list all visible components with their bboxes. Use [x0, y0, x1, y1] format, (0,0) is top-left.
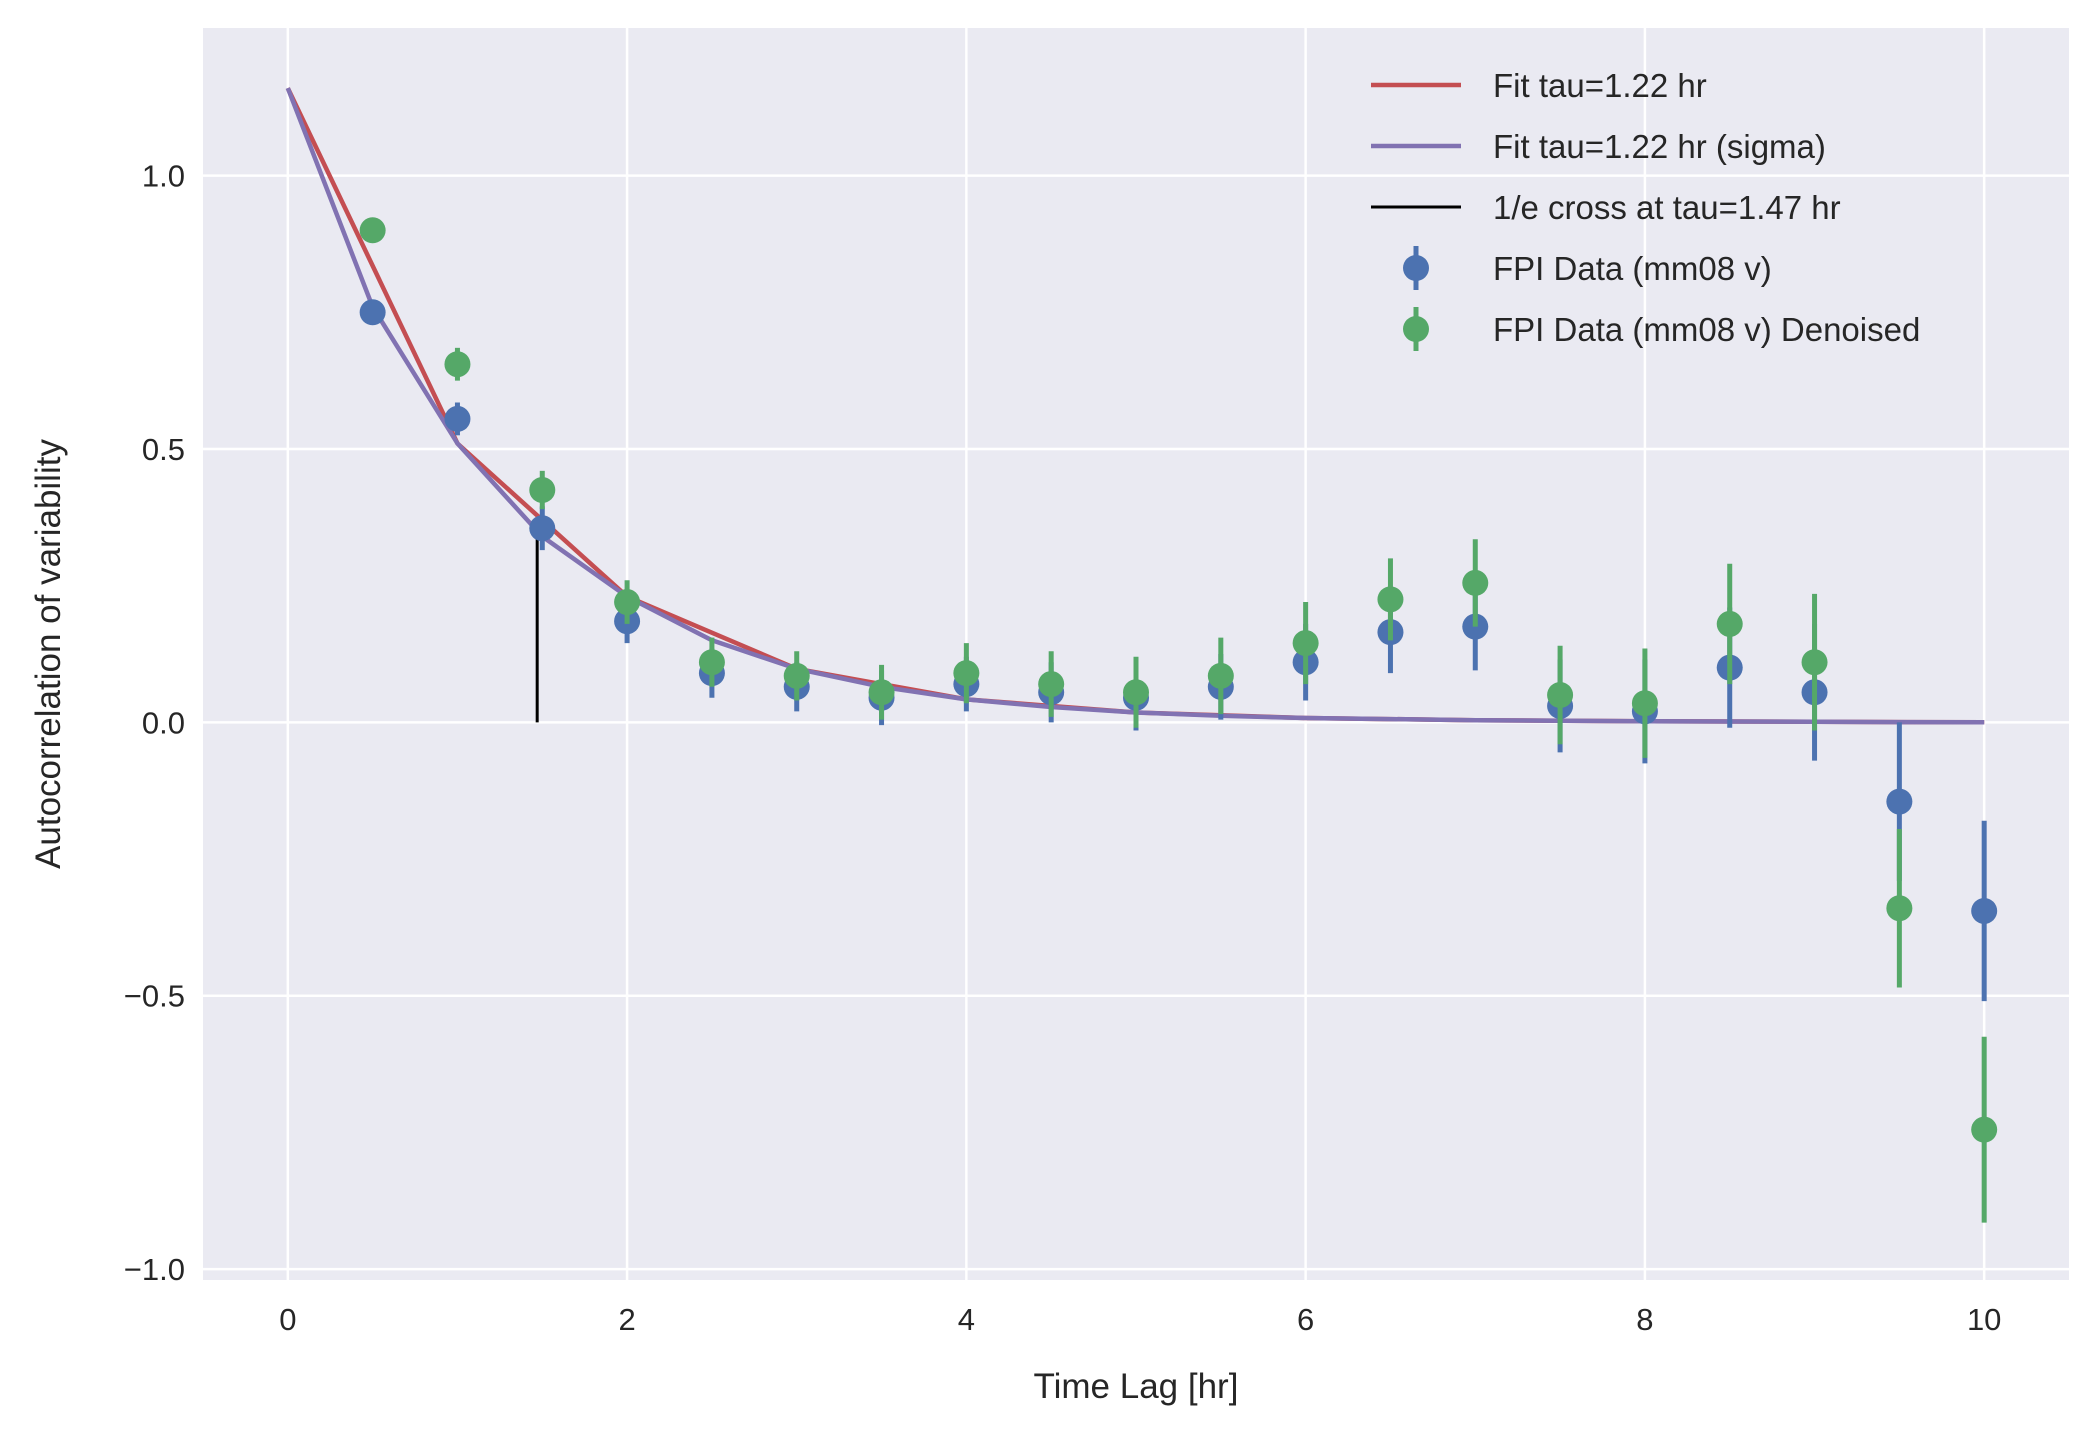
- x-tick-label: 4: [958, 1302, 975, 1337]
- denoised-point: [1971, 1116, 1998, 1143]
- data-point: [1971, 897, 1998, 924]
- y-tick-label: −1.0: [124, 1252, 185, 1287]
- y-tick-labels: 1.0 0.5 0.0 −0.5 −1.0: [124, 159, 185, 1287]
- denoised-point: [953, 660, 980, 687]
- denoised-point: [529, 476, 556, 503]
- x-tick-labels: 0 2 4 6 8 10: [279, 1302, 2001, 1337]
- x-tick-label: 2: [618, 1302, 635, 1337]
- legend-label-cross: 1/e cross at tau=1.47 hr: [1493, 189, 1841, 226]
- denoised-point: [1207, 662, 1234, 689]
- data-point: [1886, 788, 1913, 815]
- denoised-point: [1886, 895, 1913, 922]
- denoised-point: [1292, 630, 1319, 657]
- x-axis-label: Time Lag [hr]: [1034, 1367, 1239, 1406]
- data-point: [359, 299, 386, 326]
- denoised-point: [698, 649, 725, 676]
- plot-background: [203, 28, 2069, 1280]
- denoised-point: [1801, 649, 1828, 676]
- data-point: [444, 405, 471, 432]
- denoised-point: [1038, 671, 1065, 698]
- legend-label-data: FPI Data (mm08 v): [1493, 250, 1772, 287]
- denoised-point: [1462, 569, 1489, 596]
- denoised-point: [783, 662, 810, 689]
- legend-swatch-denoised: [1403, 307, 1429, 351]
- x-tick-label: 8: [1636, 1302, 1653, 1337]
- denoised-point: [614, 589, 641, 616]
- legend: Fit tau=1.22 hr Fit tau=1.22 hr (sigma) …: [1371, 67, 1920, 351]
- denoised-point: [1547, 682, 1574, 709]
- legend-label-denoised: FPI Data (mm08 v) Denoised: [1493, 311, 1920, 348]
- plot-area: [285, 87, 1998, 1223]
- denoised-point: [868, 679, 895, 706]
- data-point: [529, 515, 556, 542]
- y-tick-label: 1.0: [142, 159, 185, 194]
- denoised-point: [1377, 586, 1404, 613]
- legend-swatch-data: [1403, 246, 1429, 290]
- denoised-point: [1716, 610, 1743, 637]
- denoised-point: [1123, 679, 1149, 706]
- denoised-point: [359, 217, 386, 244]
- legend-label-fit: Fit tau=1.22 hr: [1493, 67, 1707, 104]
- x-tick-label: 6: [1297, 1302, 1314, 1337]
- legend-label-fit-sigma: Fit tau=1.22 hr (sigma): [1493, 128, 1826, 165]
- denoised-point: [1631, 690, 1658, 717]
- y-axis-label: Autocorrelation of variability: [29, 439, 68, 869]
- x-tick-label: 0: [279, 1302, 296, 1337]
- y-tick-label: 0.0: [142, 705, 185, 740]
- y-tick-label: −0.5: [124, 979, 185, 1014]
- x-tick-label: 10: [1967, 1302, 2001, 1337]
- denoised-point: [444, 351, 471, 378]
- y-tick-label: 0.5: [142, 432, 185, 467]
- denoised-points: [359, 217, 1998, 1223]
